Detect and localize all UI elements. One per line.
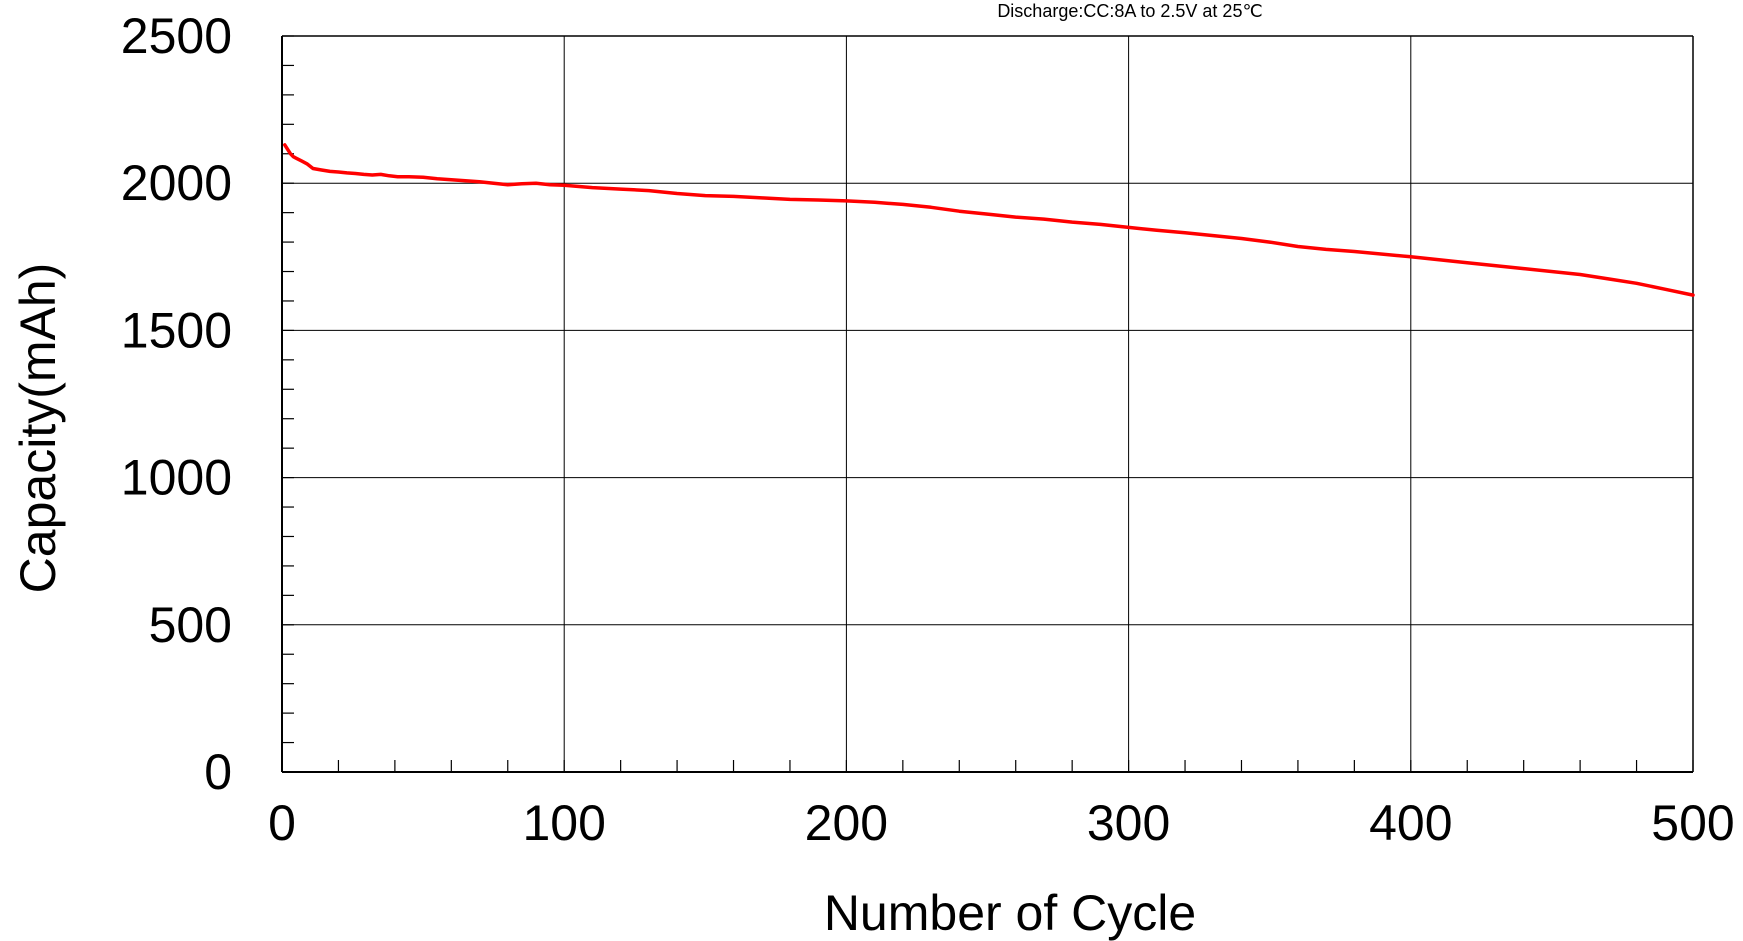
series-line-0 — [283, 143, 1695, 297]
x-axis-title: Number of Cycle — [824, 885, 1196, 941]
y-tick-label-2000: 2000 — [121, 155, 232, 211]
y-tick-label-2500: 2500 — [121, 8, 232, 64]
x-tick-label-0: 0 — [268, 795, 296, 851]
y-tick-label-0: 0 — [204, 744, 232, 800]
y-tick-label-1500: 1500 — [121, 302, 232, 358]
y-tick-label-1000: 1000 — [121, 450, 232, 506]
x-tick-labels: 0 100 200 300 400 500 — [268, 795, 1735, 851]
series-layer — [283, 143, 1695, 297]
x-tick-label-300: 300 — [1087, 795, 1170, 851]
grid-lines — [281, 35, 1694, 773]
x-tick-label-400: 400 — [1369, 795, 1452, 851]
y-tick-labels: 0 500 1000 1500 2000 2500 — [121, 8, 232, 800]
x-tick-label-200: 200 — [805, 795, 888, 851]
x-tick-label-100: 100 — [522, 795, 605, 851]
chart-subtitle: Discharge:CC:8A to 2.5V at 25℃ — [997, 1, 1262, 21]
y-axis-title: Capacity(mAh) — [10, 263, 66, 594]
x-tick-label-500: 500 — [1651, 795, 1734, 851]
y-tick-label-500: 500 — [149, 597, 232, 653]
minor-ticks — [281, 35, 1694, 773]
